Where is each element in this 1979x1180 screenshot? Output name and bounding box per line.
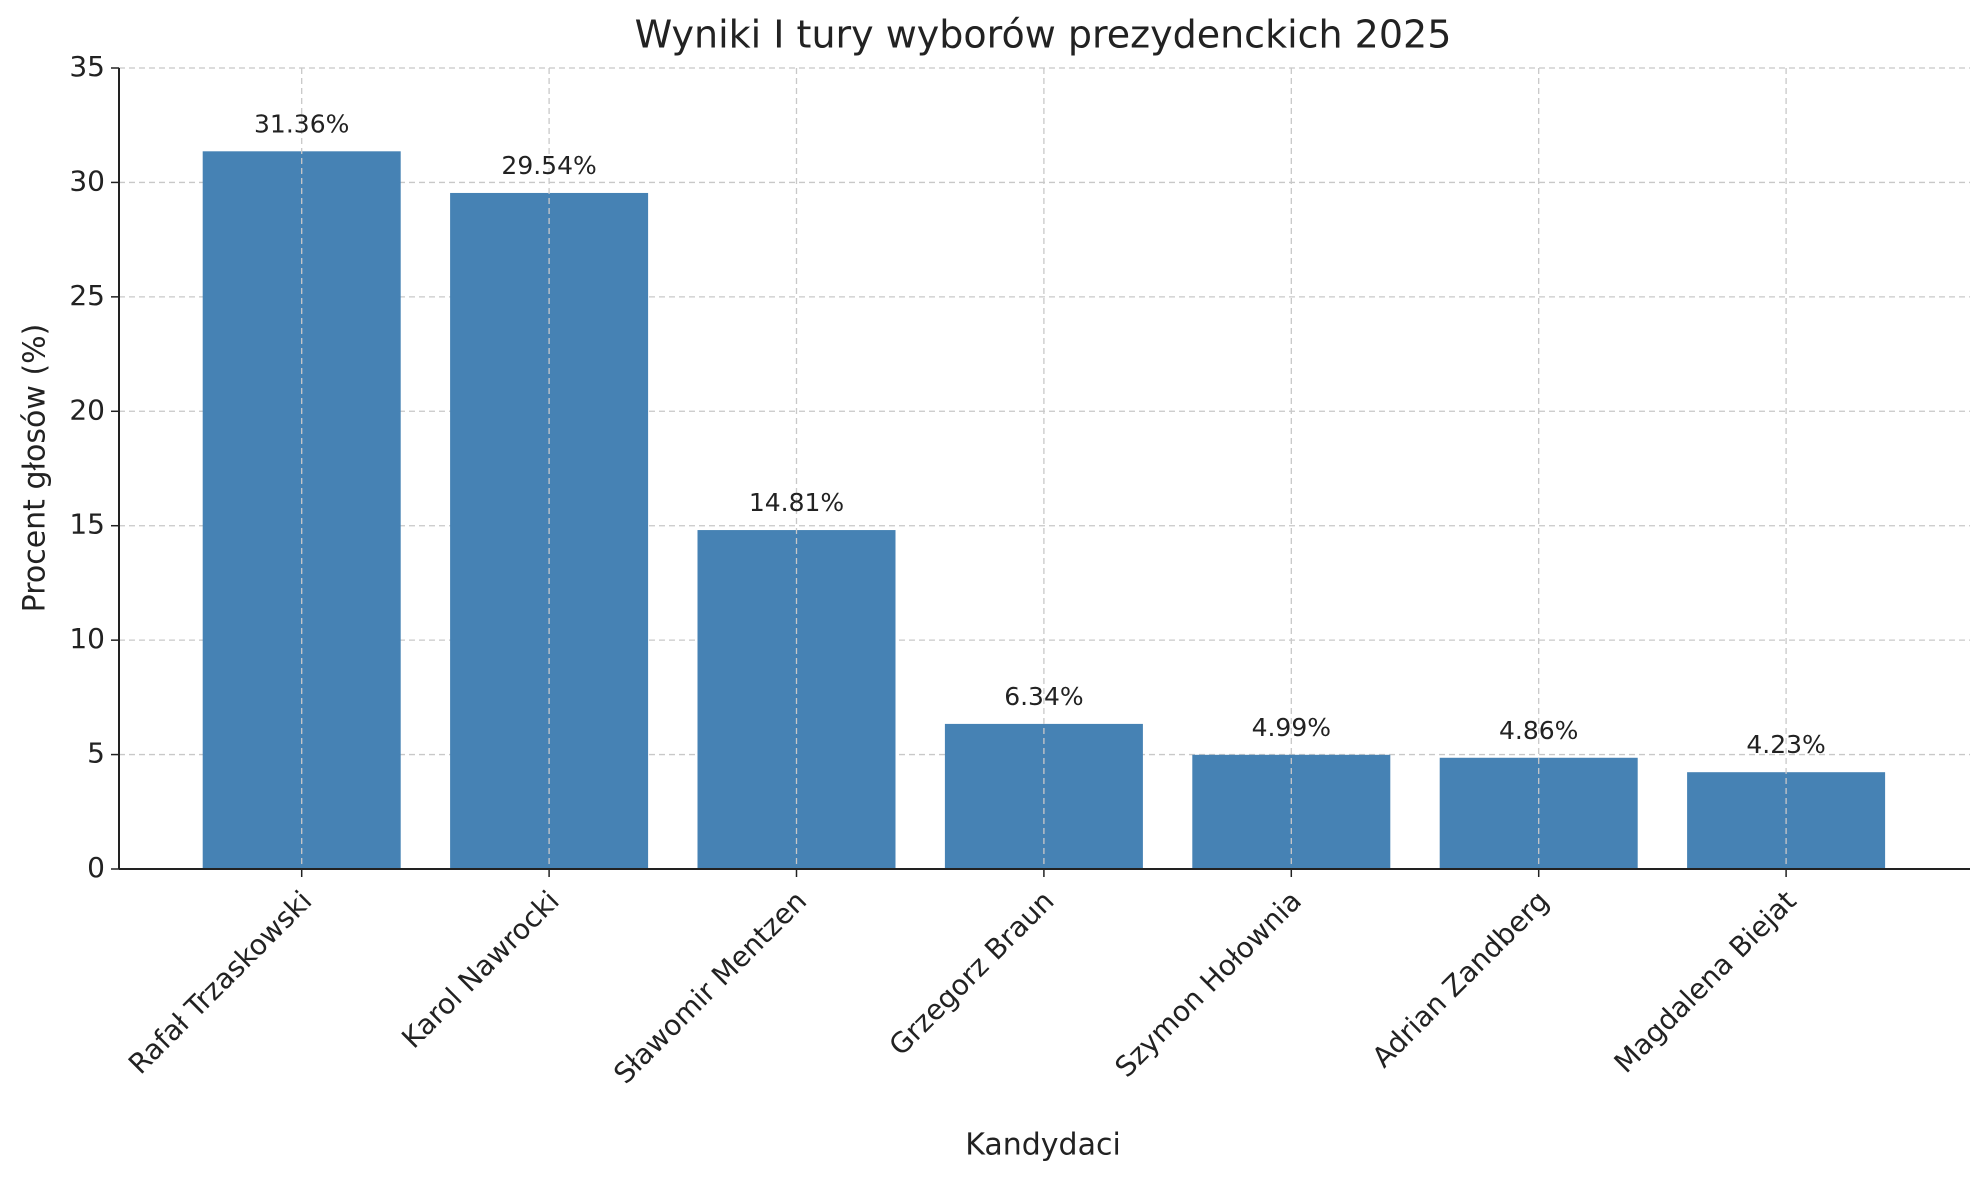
y-tick-label: 20	[69, 393, 105, 426]
x-tick-label: Karol Nawrocki	[395, 884, 566, 1055]
value-label: 4.99%	[1252, 713, 1331, 742]
y-tick-label: 0	[87, 851, 105, 884]
y-axis-label: Procent głosów (%)	[18, 324, 53, 613]
x-tick-label: Szymon Hołownia	[1109, 884, 1308, 1083]
value-label: 31.36%	[254, 109, 349, 138]
chart-title: Wyniki I tury wyborów prezydenckich 2025	[635, 13, 1452, 57]
x-tick-label: Sławomir Mentzen	[607, 884, 813, 1090]
y-tick-label: 30	[69, 164, 105, 197]
y-tick-label: 25	[69, 279, 105, 312]
value-label: 14.81%	[749, 488, 844, 517]
x-tick-label: Adrian Zandberg	[1366, 884, 1556, 1074]
value-label: 4.86%	[1499, 716, 1578, 745]
value-label: 29.54%	[501, 151, 596, 180]
y-tick-label: 10	[69, 622, 105, 655]
x-axis-label: Kandydaci	[965, 1128, 1121, 1163]
bar	[944, 723, 1143, 869]
x-tick-label: Rafał Trzaskowski	[122, 884, 318, 1080]
value-label: 4.23%	[1746, 730, 1825, 759]
x-tick-label: Magdalena Biejat	[1608, 884, 1803, 1079]
value-label: 6.34%	[1004, 682, 1083, 711]
y-tick-label: 35	[69, 50, 105, 83]
y-tick-label: 15	[69, 508, 105, 541]
x-tick-label: Grzegorz Braun	[883, 884, 1061, 1062]
y-tick-label: 5	[87, 737, 105, 770]
